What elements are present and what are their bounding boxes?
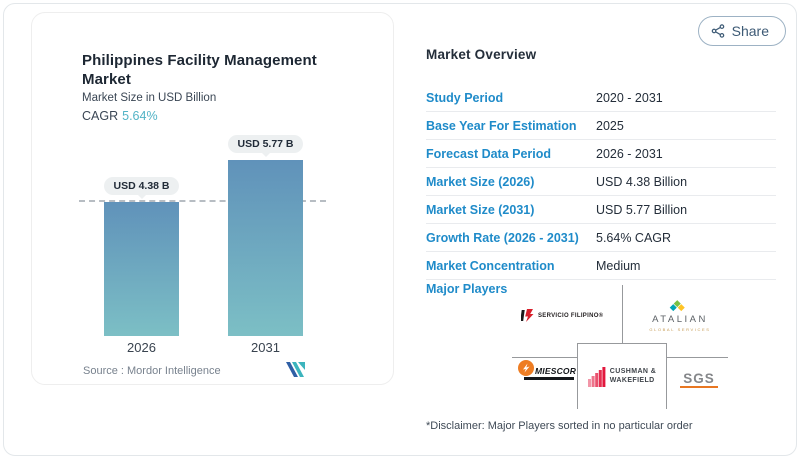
players-bracket-hline-right [665, 357, 728, 358]
bar-2026 [104, 202, 179, 336]
table-row: Study Period 2020 - 2031 [426, 84, 776, 112]
row-label: Base Year For Estimation [426, 118, 577, 133]
table-row: Base Year For Estimation 2025 [426, 112, 776, 140]
sgs-underline [680, 386, 718, 388]
row-value: Medium [596, 258, 641, 273]
table-row: Growth Rate (2026 - 2031) 5.64% CAGR [426, 224, 776, 252]
value-badge-2026: USD 4.38 B [104, 177, 179, 195]
row-value: 2025 [596, 118, 624, 133]
atalian-subtext: GLOBAL SERVICES [649, 327, 711, 332]
row-value: 2020 - 2031 [596, 90, 663, 105]
miescor-underline [524, 377, 574, 380]
cushman-wakefield-icon [587, 366, 606, 387]
bar-2031 [228, 160, 303, 336]
cagr-label: CAGR [82, 109, 119, 123]
servicio-filipino-wordmark: SERVICIO FILIPINO® [538, 312, 604, 319]
row-label: Market Concentration [426, 258, 555, 273]
logo-atalian: ATALIAN GLOBAL SERVICES [648, 300, 712, 332]
x-axis-label-2031: 2031 [251, 340, 280, 355]
disclaimer-text: *Disclaimer: Major Players sorted in no … [426, 420, 693, 432]
cushman-line2: WAKEFIELD [609, 376, 655, 384]
table-row: Forecast Data Period 2026 - 2031 [426, 140, 776, 168]
market-overview-title: Market Overview [426, 47, 537, 62]
atalian-wordmark: ATALIAN [652, 314, 708, 325]
cushman-line1: CUSHMAN & [609, 368, 657, 375]
bar-column-2026: USD 4.38 B [104, 177, 179, 336]
atalian-icon [648, 300, 712, 312]
sgs-wordmark: SGS [683, 371, 715, 386]
x-axis-label-2026: 2026 [127, 340, 156, 355]
players-bracket-vline [622, 285, 623, 343]
row-value: 5.64% CAGR [596, 230, 672, 245]
table-row: Market Size (2026) USD 4.38 Billion [426, 168, 776, 196]
logo-servicio-filipino: SERVICIO FILIPINO® [521, 308, 603, 323]
chart-title: Philippines Facility Management Market [82, 52, 317, 88]
chart-subtitle: Market Size in USD Billion [82, 92, 217, 104]
major-players-label: Major Players [426, 282, 508, 296]
row-label: Forecast Data Period [426, 146, 552, 161]
miescor-icon [518, 360, 534, 376]
reference-dashed-line [79, 200, 326, 202]
row-label: Study Period [426, 90, 504, 105]
bar-chart: USD 4.38 B USD 5.77 B [32, 13, 393, 336]
bar-column-2031: USD 5.77 B [228, 135, 303, 336]
row-value: USD 4.38 Billion [596, 174, 688, 189]
logo-cushman-wakefield: CUSHMAN & WAKEFIELD [577, 343, 667, 409]
miescor-wordmark: MIESCOR [535, 366, 577, 376]
chart-card: Philippines Facility Management Market M… [31, 12, 394, 385]
logo-sgs: SGS [679, 371, 719, 388]
source-text: Source : Mordor Intelligence [83, 365, 221, 377]
players-bracket-hline-left [512, 357, 577, 358]
share-button[interactable]: Share [697, 16, 786, 46]
servicio-filipino-icon [521, 308, 534, 323]
row-label: Growth Rate (2026 - 2031) [426, 230, 579, 245]
share-nodes-icon [711, 24, 725, 38]
row-label: Market Size (2026) [426, 174, 535, 189]
table-row: Market Concentration Medium [426, 252, 776, 280]
overview-table: Study Period 2020 - 2031 Base Year For E… [426, 84, 776, 280]
row-value: 2026 - 2031 [596, 146, 663, 161]
chart-cagr: CAGR 5.64% [82, 109, 158, 123]
cushman-wakefield-wordmark: CUSHMAN & WAKEFIELD [610, 368, 656, 385]
mordor-intelligence-logo-icon [286, 362, 305, 382]
table-row: Market Size (2031) USD 5.77 Billion [426, 196, 776, 224]
value-badge-2031: USD 5.77 B [228, 135, 303, 153]
row-value: USD 5.77 Billion [596, 202, 688, 217]
row-label: Market Size (2031) [426, 202, 535, 217]
logo-miescor: MIESCOR [518, 360, 576, 380]
share-button-label: Share [731, 23, 769, 39]
cagr-value: 5.64% [122, 109, 158, 123]
